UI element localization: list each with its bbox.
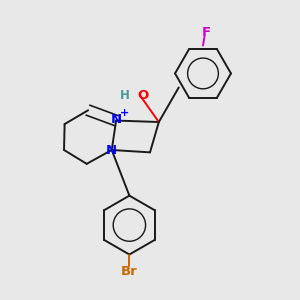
- Text: H: H: [120, 89, 130, 102]
- Text: +: +: [120, 108, 129, 118]
- Text: N: N: [111, 113, 122, 127]
- Text: F: F: [201, 26, 211, 39]
- Text: O: O: [137, 89, 148, 102]
- Text: Br: Br: [121, 265, 138, 278]
- Text: N: N: [106, 144, 117, 157]
